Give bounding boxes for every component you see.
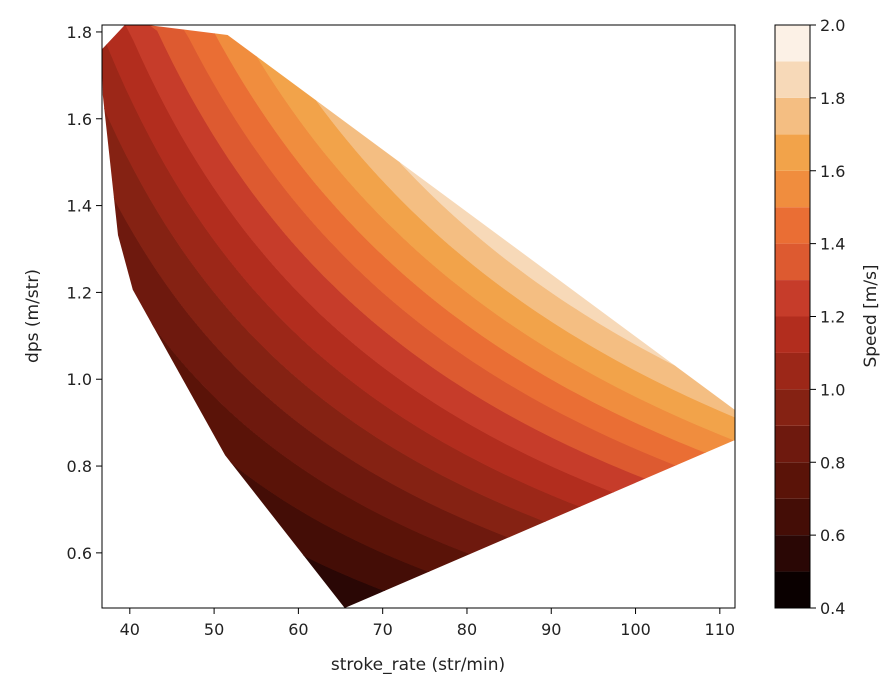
contour-bands [102,25,735,608]
colorbar-band-1.7 [775,97,810,135]
y-tick-label: 0.6 [67,544,92,563]
colorbar: 0.4 0.6 0.8 1.0 1.2 1.4 1.6 1.8 2.0 [774,16,845,618]
colorbar-band-0.8 [775,425,810,463]
colorbar-label: Speed [m/s] [861,264,881,367]
x-tick-label: 80 [457,620,477,639]
colorbar-band-1.0 [775,352,810,390]
y-tick-label: 1.4 [67,197,92,216]
y-tick-label: 1.0 [67,370,92,389]
colorbar-band-1.4 [775,207,810,244]
colorbar-tick-label: 0.6 [820,526,845,545]
colorbar-tick-label: 0.4 [820,599,845,618]
colorbar-tick-label: 0.8 [820,453,845,472]
x-axis-label: stroke_rate (str/min) [331,655,505,675]
colorbar-tick-label: 1.8 [820,89,845,108]
y-tick-label: 1.2 [67,283,92,302]
y-tick-label: 1.6 [67,110,92,129]
x-tick-label: 110 [705,620,736,639]
colorbar-band-1.6 [775,134,810,171]
x-axis: 40 50 60 70 80 90 100 110 [120,608,735,639]
y-axis-label: dps (m/str) [23,269,43,363]
x-tick-label: 70 [372,620,392,639]
colorbar-band-1.1 [775,316,810,353]
x-tick-label: 60 [288,620,308,639]
colorbar-band-1.8 [775,61,810,98]
plot-frame [101,24,736,609]
colorbar-tick-label: 2.0 [820,16,845,35]
colorbar-band-0.5 [775,535,810,572]
y-tick-label: 1.8 [67,23,92,42]
colorbar-band-0.7 [775,462,810,499]
colorbar-band-1.2 [775,280,810,317]
colorbar-band-1.3 [775,243,810,281]
colorbar-tick-label: 1.6 [820,162,845,181]
colorbar-tick-label: 1.4 [820,235,845,254]
colorbar-band-1.5 [775,170,810,208]
x-tick-label: 100 [620,620,651,639]
colorbar-band-0.9 [775,389,810,426]
colorbar-band-0.4 [775,571,810,608]
colorbar-tick-label: 1.2 [820,308,845,327]
colorbar-tick-label: 1.0 [820,380,845,399]
x-tick-label: 90 [541,620,561,639]
y-tick-label: 0.8 [67,457,92,476]
x-tick-label: 40 [120,620,140,639]
x-tick-label: 50 [204,620,224,639]
y-axis: 0.6 0.8 1.0 1.2 1.4 1.6 1.8 [67,23,102,563]
colorbar-band-1.9 [775,25,810,62]
colorbar-band-0.6 [775,498,810,536]
